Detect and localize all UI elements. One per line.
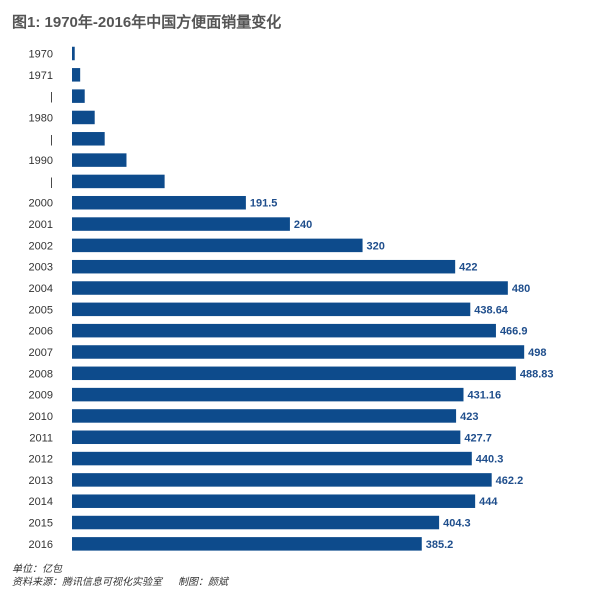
- category-label: 2003: [29, 262, 53, 274]
- data-label: 431.16: [467, 390, 501, 402]
- data-label: 422: [459, 262, 477, 274]
- bar: [72, 323, 496, 338]
- bar: [72, 302, 471, 317]
- bar: [72, 110, 95, 125]
- category-label: 2012: [29, 454, 53, 466]
- bar: [72, 430, 461, 445]
- bars: [72, 46, 525, 551]
- bar: [72, 259, 456, 274]
- chart-title: 图1: 1970年-2016年中国方便面销量变化: [12, 14, 282, 31]
- bar: [72, 451, 472, 466]
- category-label: 1990: [29, 155, 53, 167]
- category-label: |: [50, 176, 53, 188]
- category-label: |: [50, 91, 53, 103]
- data-label: 444: [479, 496, 498, 508]
- data-label: 404.3: [443, 518, 471, 530]
- bar: [72, 68, 81, 82]
- bar: [72, 153, 127, 167]
- bar: [72, 494, 476, 508]
- data-label: 191.5: [250, 198, 278, 210]
- category-label: 2016: [29, 539, 53, 551]
- category-label: 1970: [29, 49, 53, 61]
- category-label: 1971: [29, 70, 53, 82]
- bar: [72, 473, 492, 487]
- data-label: 438.64: [474, 304, 509, 316]
- category-label: 2013: [29, 475, 53, 487]
- bar: [72, 217, 290, 231]
- data-label: 462.2: [496, 475, 524, 487]
- category-label: 2007: [29, 347, 53, 359]
- category-labels: 1970 1971 | 1980 | 1990 | 2000 2001 2002 2003 2004 2…: [29, 49, 53, 551]
- category-label: |: [50, 134, 53, 146]
- bar: [72, 89, 85, 103]
- category-label: 2015: [29, 518, 53, 530]
- data-label: 240: [294, 219, 312, 231]
- category-label: 2011: [29, 432, 53, 444]
- unit-note: 单位：亿包: [12, 564, 62, 575]
- category-label: 2004: [29, 283, 53, 295]
- data-label: 320: [367, 240, 385, 252]
- category-label: 2010: [29, 411, 53, 423]
- data-label: 498: [528, 347, 546, 359]
- data-label: 480: [512, 283, 530, 295]
- bar: [72, 515, 440, 530]
- category-label: 2000: [29, 198, 53, 210]
- data-label: 423: [460, 411, 478, 423]
- bar: [72, 409, 457, 423]
- category-label: 2001: [29, 219, 53, 231]
- data-label: 385.2: [426, 539, 454, 551]
- bar: [72, 345, 525, 359]
- data-label: 466.9: [500, 326, 528, 338]
- data-label: 488.83: [520, 368, 554, 380]
- data-label: 427.7: [464, 432, 492, 444]
- category-label: 2005: [29, 304, 53, 316]
- bar: [72, 387, 464, 402]
- bar: [72, 537, 422, 551]
- category-label: 2006: [29, 326, 53, 338]
- chart-footer: 单位：亿包 资料来源：腾讯信息可视化实验室 制图：颜斌: [12, 563, 228, 589]
- source-note: 资料来源：腾讯信息可视化实验室 制图：颜斌: [12, 576, 228, 589]
- source-text: 资料来源：腾讯信息可视化实验室: [12, 577, 162, 588]
- author-text: 制图：颜斌: [178, 577, 228, 588]
- bar-chart: 1970 1971 | 1980 | 1990 | 2000 2001 2002 2003 2004 2…: [29, 46, 554, 551]
- category-label: 2014: [29, 496, 53, 508]
- category-label: 2008: [29, 368, 53, 380]
- bar: [72, 174, 165, 189]
- bar: [72, 132, 105, 146]
- bar: [72, 46, 75, 61]
- bar: [72, 238, 363, 253]
- bar: [72, 195, 246, 210]
- bar: [72, 281, 508, 295]
- category-label: 2002: [29, 240, 53, 252]
- category-label: 2009: [29, 390, 53, 402]
- data-label: 440.3: [476, 454, 504, 466]
- category-label: 1980: [29, 112, 53, 124]
- bar: [72, 366, 516, 381]
